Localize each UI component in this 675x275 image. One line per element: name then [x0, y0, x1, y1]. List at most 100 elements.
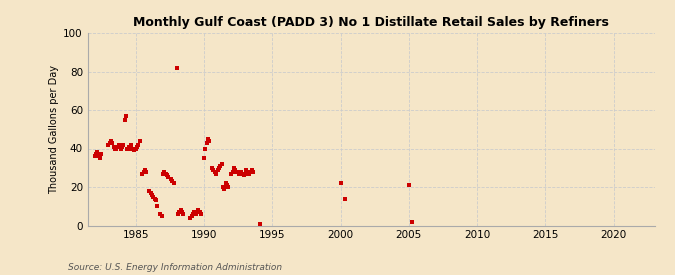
Point	[107, 141, 117, 145]
Point	[212, 167, 223, 172]
Point	[122, 146, 133, 151]
Point	[217, 185, 228, 189]
Point	[155, 212, 165, 216]
Point	[89, 154, 100, 158]
Point	[167, 179, 178, 183]
Point	[163, 175, 173, 180]
Point	[189, 210, 200, 214]
Point	[192, 210, 202, 214]
Point	[188, 212, 198, 216]
Point	[248, 169, 259, 174]
Point	[149, 196, 160, 201]
Point	[242, 169, 253, 174]
Point	[209, 169, 220, 174]
Point	[340, 196, 350, 201]
Point	[92, 150, 103, 155]
Point	[196, 212, 207, 216]
Point	[146, 192, 157, 197]
Point	[140, 167, 151, 172]
Point	[202, 137, 213, 141]
Point	[178, 212, 189, 216]
Point	[156, 214, 167, 218]
Point	[213, 166, 224, 170]
Point	[229, 166, 240, 170]
Point	[115, 146, 126, 151]
Point	[90, 152, 101, 156]
Point	[208, 167, 219, 172]
Point	[148, 194, 159, 199]
Y-axis label: Thousand Gallons per Day: Thousand Gallons per Day	[49, 65, 59, 194]
Text: Source: U.S. Energy Information Administration: Source: U.S. Energy Information Administ…	[68, 263, 281, 272]
Point	[113, 144, 124, 149]
Point	[130, 146, 141, 151]
Point	[244, 171, 254, 176]
Point	[226, 171, 237, 176]
Point	[232, 169, 242, 174]
Point	[96, 152, 107, 156]
Point	[111, 146, 122, 151]
Point	[404, 183, 414, 187]
Point	[237, 171, 248, 176]
Point	[198, 156, 209, 160]
Title: Monthly Gulf Coast (PADD 3) No 1 Distillate Retail Sales by Refiners: Monthly Gulf Coast (PADD 3) No 1 Distill…	[133, 16, 609, 29]
Point	[133, 142, 144, 147]
Point	[159, 169, 169, 174]
Point	[177, 210, 188, 214]
Point	[221, 183, 232, 187]
Point	[211, 171, 221, 176]
Point	[241, 167, 252, 172]
Point	[173, 212, 184, 216]
Point	[238, 173, 249, 178]
Point	[220, 181, 231, 185]
Point	[128, 146, 138, 151]
Point	[126, 142, 137, 147]
Point	[129, 148, 140, 153]
Point	[254, 221, 265, 226]
Point	[227, 169, 238, 174]
Point	[105, 139, 116, 143]
Point	[119, 117, 130, 122]
Point	[108, 144, 119, 149]
Point	[169, 181, 180, 185]
Point	[174, 210, 185, 214]
Point	[151, 198, 161, 203]
Point	[137, 171, 148, 176]
Point	[219, 187, 230, 191]
Point	[95, 156, 105, 160]
Point	[200, 146, 211, 151]
Point	[160, 171, 171, 176]
Point	[215, 164, 225, 168]
Point	[185, 216, 196, 220]
Point	[204, 139, 215, 143]
Point	[186, 214, 197, 218]
Point	[109, 146, 120, 151]
Point	[134, 139, 145, 143]
Point	[230, 167, 241, 172]
Point	[406, 219, 417, 224]
Point	[190, 212, 201, 216]
Point	[157, 171, 168, 176]
Point	[121, 114, 132, 118]
Point	[216, 162, 227, 166]
Point	[234, 171, 245, 176]
Point	[223, 185, 234, 189]
Point	[246, 167, 257, 172]
Point	[201, 141, 212, 145]
Point	[145, 191, 156, 195]
Point	[236, 169, 246, 174]
Point	[165, 177, 176, 182]
Point	[240, 171, 250, 176]
Point	[176, 208, 186, 212]
Point	[104, 141, 115, 145]
Point	[114, 142, 125, 147]
Point	[138, 169, 149, 174]
Point	[124, 144, 134, 149]
Point	[152, 204, 163, 208]
Point	[171, 65, 182, 70]
Point	[207, 166, 217, 170]
Point	[141, 169, 152, 174]
Point	[144, 189, 155, 193]
Point	[93, 154, 104, 158]
Point	[132, 144, 142, 149]
Point	[194, 210, 205, 214]
